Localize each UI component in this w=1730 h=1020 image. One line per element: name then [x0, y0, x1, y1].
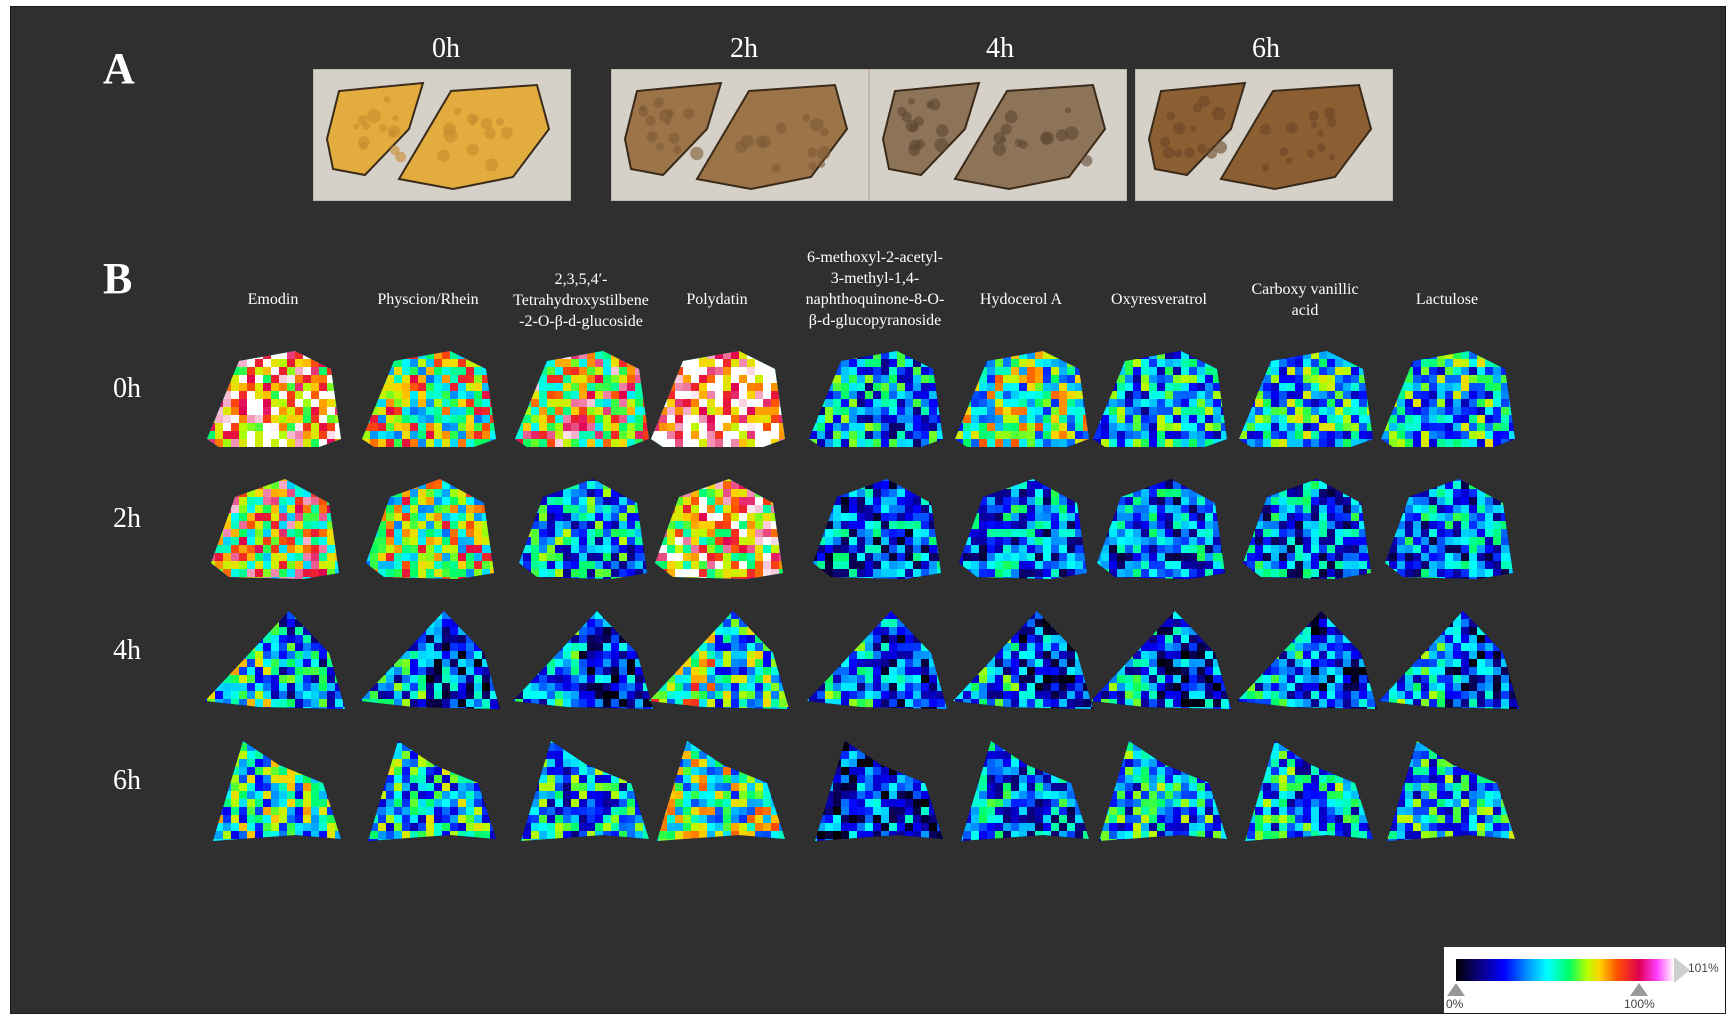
msi-image-4h-5 — [801, 603, 949, 715]
msi-image-0h-2 — [354, 343, 502, 455]
msi-image-6h-8 — [1231, 735, 1379, 847]
msi-image-2h-9 — [1373, 473, 1521, 585]
compound-label: Carboxy vanillic acid — [1251, 281, 1359, 319]
panel-a-time-6h: 6h — [1252, 33, 1280, 64]
panel-a-photo-2h — [611, 69, 869, 201]
row-label-4h: 4h — [113, 635, 141, 666]
panel-a-time-4h: 4h — [986, 33, 1014, 64]
compound-label: Polydatin — [686, 291, 748, 308]
row-label-0h: 0h — [113, 373, 141, 404]
msi-image-4h-3 — [507, 603, 655, 715]
msi-image-2h-6 — [947, 473, 1095, 585]
compound-label: Oxyresveratrol — [1111, 291, 1207, 308]
msi-image-4h-8 — [1231, 603, 1379, 715]
msi-image-6h-2 — [354, 735, 502, 847]
panel-a-time-2h: 2h — [730, 33, 758, 64]
colorbar-min-label: 0% — [1446, 997, 1464, 1011]
row-label-2h: 2h — [113, 503, 141, 534]
intensity-colorbar: 101% 0% 100% — [1444, 947, 1725, 1013]
figure-panel: A 0h 2h 4h 6h B Emodin Physcion/Rhein 2,3,… — [10, 6, 1726, 1014]
colorbar-max-marker-icon — [1630, 983, 1648, 996]
panel-a-photo-0h — [313, 69, 571, 201]
msi-image-4h-4 — [643, 603, 791, 715]
compound-label: Hydocerol A — [979, 291, 1063, 308]
colorbar-gradient — [1456, 959, 1674, 981]
msi-image-6h-5 — [801, 735, 949, 847]
msi-image-0h-3 — [507, 343, 655, 455]
msi-image-4h-2 — [354, 603, 502, 715]
compound-label: Physcion/Rhein — [377, 291, 479, 308]
msi-image-2h-1 — [199, 473, 347, 585]
msi-image-6h-9 — [1373, 735, 1521, 847]
msi-image-0h-1 — [199, 343, 347, 455]
colorbar-arrow-icon — [1674, 957, 1690, 983]
msi-image-6h-3 — [507, 735, 655, 847]
msi-image-0h-8 — [1231, 343, 1379, 455]
msi-image-2h-8 — [1231, 473, 1379, 585]
msi-image-4h-6 — [947, 603, 1095, 715]
colorbar-min-marker-icon — [1447, 983, 1465, 996]
panel-a-photo-6h — [1135, 69, 1393, 201]
msi-image-6h-6 — [947, 735, 1095, 847]
msi-image-2h-7 — [1085, 473, 1233, 585]
compound-label: 6-methoxyl-2-acetyl- 3-methyl-1,4- napht… — [805, 249, 945, 329]
msi-image-0h-4 — [643, 343, 791, 455]
colorbar-max-label: 100% — [1624, 997, 1655, 1011]
msi-image-2h-5 — [801, 473, 949, 585]
msi-image-0h-7 — [1085, 343, 1233, 455]
msi-image-4h-9 — [1373, 603, 1521, 715]
msi-image-2h-2 — [354, 473, 502, 585]
msi-image-4h-1 — [199, 603, 347, 715]
compound-label: Lactulose — [1415, 291, 1479, 308]
row-label-6h: 6h — [113, 765, 141, 796]
panel-a-time-0h: 0h — [432, 33, 460, 64]
colorbar-clip-label: 101% — [1688, 961, 1719, 975]
msi-image-4h-7 — [1085, 603, 1233, 715]
panel-b-letter: B — [103, 254, 133, 303]
panel-a-letter: A — [103, 44, 135, 93]
msi-image-0h-5 — [801, 343, 949, 455]
msi-image-2h-3 — [507, 473, 655, 585]
msi-image-2h-4 — [643, 473, 791, 585]
compound-label: 2,3,5,4′- Tetrahydroxystilbene -2-O-β-d-… — [513, 271, 649, 330]
panel-a-photo-4h — [869, 69, 1127, 201]
msi-image-6h-7 — [1085, 735, 1233, 847]
msi-image-6h-4 — [643, 735, 791, 847]
msi-image-0h-6 — [947, 343, 1095, 455]
msi-image-6h-1 — [199, 735, 347, 847]
msi-image-0h-9 — [1373, 343, 1521, 455]
compound-label: Emodin — [247, 291, 299, 308]
